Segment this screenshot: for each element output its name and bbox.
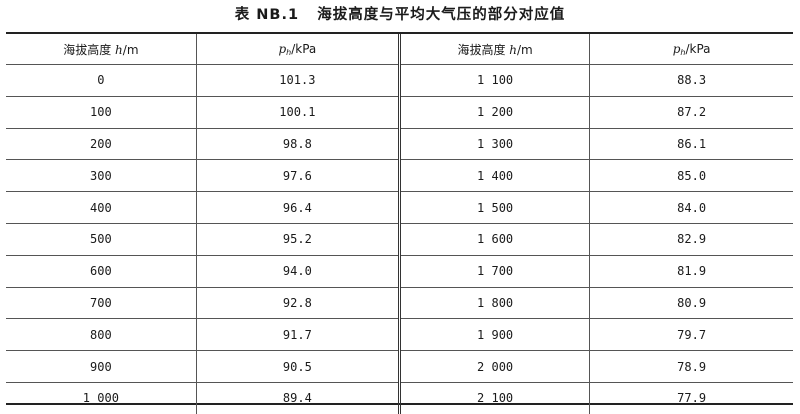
- pressure-cell: 77.9: [589, 381, 793, 414]
- pressure-header-right: ph/kPa: [589, 34, 793, 65]
- altitude-cell: 900: [6, 350, 197, 383]
- pressure-cell: 80.9: [589, 286, 793, 320]
- altitude-cell: 1 200: [398, 95, 591, 129]
- pressure-cell: 79.7: [589, 318, 793, 352]
- pressure-cell: 90.5: [195, 350, 401, 383]
- pressure-cell: 81.9: [589, 254, 793, 288]
- altitude-cell: 800: [6, 318, 197, 352]
- pressure-cell: 92.8: [195, 286, 401, 320]
- pressure-cell: 89.4: [195, 381, 401, 414]
- altitude-cell: 500: [6, 222, 197, 256]
- pressure-cell: 94.0: [195, 254, 401, 288]
- altitude-cell: 1 500: [398, 191, 591, 224]
- altitude-cell: 1 100: [398, 64, 591, 97]
- altitude-cell: 200: [6, 127, 197, 161]
- pressure-cell: 91.7: [195, 318, 401, 352]
- altitude-cell: 300: [6, 159, 197, 193]
- table-row: 700 92.8 1 800 80.9: [6, 286, 793, 320]
- pressure-cell: 85.0: [589, 159, 793, 193]
- table-row: 300 97.6 1 400 85.0: [6, 159, 793, 193]
- altitude-cell: 1 600: [398, 222, 591, 256]
- altitude-cell: 1 800: [398, 286, 591, 320]
- pressure-cell: 84.0: [589, 191, 793, 224]
- altitude-cell: 1 900: [398, 318, 591, 352]
- altitude-cell: 400: [6, 191, 197, 224]
- pressure-header-left: ph/kPa: [195, 34, 401, 65]
- table-header-row: 海拔高度 h/m ph/kPa 海拔高度 h/m ph/kPa: [6, 34, 793, 65]
- altitude-cell: 2 100: [398, 381, 591, 414]
- table-row: 400 96.4 1 500 84.0: [6, 191, 793, 224]
- altitude-pressure-table: 海拔高度 h/m ph/kPa 海拔高度 h/m ph/kPa 0 101.3 1 …: [6, 32, 793, 414]
- altitude-cell: 1 700: [398, 254, 591, 288]
- table-row: 200 98.8 1 300 86.1: [6, 127, 793, 161]
- pressure-cell: 82.9: [589, 222, 793, 256]
- altitude-cell: 2 000: [398, 350, 591, 383]
- table-row: 900 90.5 2 000 78.9: [6, 350, 793, 383]
- altitude-header-right: 海拔高度 h/m: [398, 34, 591, 65]
- altitude-cell: 600: [6, 254, 197, 288]
- table-caption: 表 NB.1 海拔高度与平均大气压的部分对应值: [234, 7, 566, 23]
- pressure-cell: 95.2: [195, 222, 401, 256]
- pressure-cell: 88.3: [589, 64, 793, 97]
- table-row: 0 101.3 1 100 88.3: [6, 64, 793, 97]
- altitude-cell: 700: [6, 286, 197, 320]
- table-row: 500 95.2 1 600 82.9: [6, 222, 793, 256]
- pressure-cell: 100.1: [195, 95, 401, 129]
- pressure-cell: 87.2: [589, 95, 793, 129]
- table-row: 1 000 89.4 2 100 77.9: [6, 381, 793, 414]
- pressure-cell: 101.3: [195, 64, 401, 97]
- altitude-header-left: 海拔高度 h/m: [6, 34, 197, 65]
- altitude-cell: 1 000: [6, 381, 197, 414]
- pressure-cell: 86.1: [589, 127, 793, 161]
- pressure-cell: 96.4: [195, 191, 401, 224]
- altitude-cell: 1 300: [398, 127, 591, 161]
- table-row: 100 100.1 1 200 87.2: [6, 95, 793, 129]
- altitude-cell: 0: [6, 64, 197, 97]
- table-row: 600 94.0 1 700 81.9: [6, 254, 793, 288]
- pressure-cell: 78.9: [589, 350, 793, 383]
- pressure-cell: 98.8: [195, 127, 401, 161]
- pressure-cell: 97.6: [195, 159, 401, 193]
- altitude-cell: 1 400: [398, 159, 591, 193]
- table-row: 800 91.7 1 900 79.7: [6, 318, 793, 352]
- altitude-cell: 100: [6, 95, 197, 129]
